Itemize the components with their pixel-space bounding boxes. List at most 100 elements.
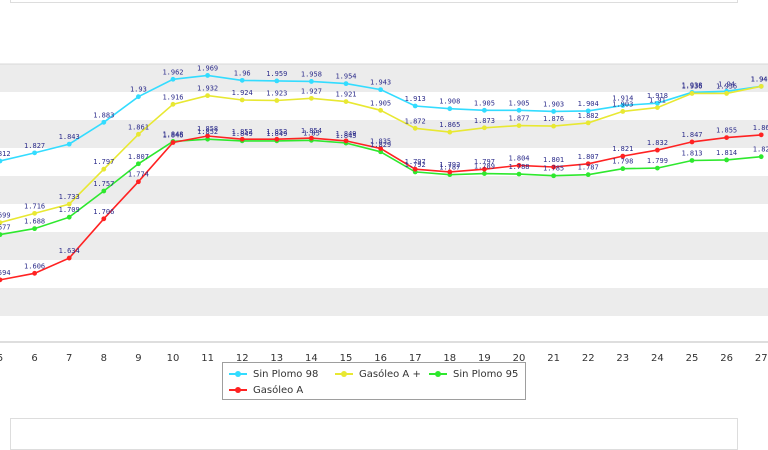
x-tick-label: 26 (720, 353, 733, 364)
x-tick-label: 21 (547, 353, 560, 364)
data-label: 1.932 (197, 85, 218, 93)
legend-item-sin-plomo-95[interactable]: Sin Plomo 95 (429, 366, 518, 382)
data-point (101, 188, 107, 194)
data-label: 1.916 (162, 93, 183, 101)
x-tick-label: 9 (135, 353, 141, 364)
data-point (343, 99, 349, 105)
data-point (309, 95, 314, 101)
data-label: 1.807 (578, 153, 599, 161)
data-label: 1.634 (59, 247, 80, 255)
data-point (239, 97, 245, 103)
data-label: 1.807 (128, 153, 149, 161)
data-point (585, 172, 591, 178)
legend-dot (435, 371, 441, 377)
data-label: 1.827 (24, 142, 45, 150)
x-tick-label: 20 (513, 353, 526, 364)
data-label: 1.688 (24, 218, 45, 226)
grid-band (0, 288, 768, 316)
legend-swatch-icon (429, 369, 447, 379)
grid-band (0, 176, 768, 204)
legend-swatch-icon (229, 369, 247, 379)
data-point (66, 141, 72, 147)
data-label: 1.813 (681, 149, 702, 157)
data-point (689, 91, 695, 96)
data-point (378, 107, 383, 113)
data-label: 1.733 (59, 193, 80, 201)
data-point (309, 135, 314, 141)
data-label: 1.797 (405, 158, 426, 166)
data-point (724, 135, 729, 140)
data-point (205, 73, 211, 78)
data-label: 1.865 (439, 121, 460, 129)
data-label: 1.94 (718, 80, 735, 88)
data-point (585, 120, 591, 126)
data-point (274, 78, 280, 84)
data-point (551, 164, 556, 170)
data-label: 1.905 (474, 99, 495, 107)
data-label: 1.785 (543, 165, 564, 173)
legend-label: Sin Plomo 95 (453, 368, 519, 380)
data-point (205, 133, 211, 139)
data-label: 1.835 (370, 137, 391, 145)
legend-label: Gasóleo A (253, 384, 304, 396)
data-point (239, 136, 245, 142)
data-label: 1.954 (335, 73, 356, 81)
data-point (655, 147, 660, 153)
x-tick-label: 13 (270, 353, 283, 364)
data-point (585, 108, 591, 114)
data-point (205, 93, 211, 99)
legend-item-gasoleo-a-plus[interactable]: Gasóleo A + (335, 366, 421, 382)
legend-item-sin-plomo-98[interactable]: Sin Plomo 98 (229, 366, 318, 382)
data-label: 1.883 (93, 111, 114, 119)
data-label: 1.82 (753, 146, 768, 154)
data-label: 1.774 (128, 171, 149, 179)
legend-item-gasoleo-a[interactable]: Gasóleo A (229, 382, 303, 398)
data-point (170, 76, 176, 82)
data-point (66, 201, 72, 207)
top-panel (10, 0, 738, 3)
grid-band (0, 316, 768, 342)
data-point (239, 77, 245, 83)
data-point (274, 136, 280, 142)
legend-label: Sin Plomo 98 (253, 368, 319, 380)
data-point (32, 226, 37, 232)
data-label: 1.849 (266, 130, 287, 138)
data-label: 1.787 (439, 164, 460, 172)
data-point (655, 105, 660, 111)
data-point (516, 107, 522, 113)
x-axis-ticks: 5 6 7 8 9 10 11 12 13 14 15 16 17 18 19 20 21 22 23 24 25 26 2… (0, 353, 768, 364)
data-point (724, 91, 729, 96)
data-point (482, 166, 487, 172)
data-point (447, 106, 453, 112)
data-point (482, 125, 487, 131)
data-point (309, 79, 314, 84)
grid-band (0, 120, 768, 148)
x-tick-label: 8 (101, 353, 107, 364)
data-label: 1.969 (197, 64, 218, 72)
data-label: 1.812 (0, 150, 11, 158)
x-tick-label: 5 (0, 353, 3, 364)
data-label: 1.829 (370, 141, 391, 149)
data-label: 1.801 (543, 156, 564, 164)
data-point (101, 119, 107, 125)
data-label: 1.852 (266, 128, 287, 136)
data-point (378, 146, 383, 151)
data-label: 1.958 (301, 70, 322, 78)
data-point (343, 138, 349, 144)
x-tick-label: 16 (374, 353, 387, 364)
x-tick-label: 12 (236, 353, 249, 364)
x-tick-label: 23 (616, 353, 629, 364)
data-label: 1.797 (474, 158, 495, 166)
data-label: 1.804 (508, 154, 529, 162)
data-label: 1.921 (335, 91, 356, 99)
data-label: 1.905 (508, 99, 529, 107)
data-label: 1.594 (0, 269, 11, 277)
data-label: 1.85 (303, 129, 320, 137)
data-label: 1.959 (266, 70, 287, 78)
data-point (136, 161, 141, 167)
grid-band (0, 64, 768, 92)
data-point (32, 210, 37, 216)
data-point (170, 140, 176, 145)
data-point (101, 166, 107, 172)
data-point (66, 255, 72, 261)
